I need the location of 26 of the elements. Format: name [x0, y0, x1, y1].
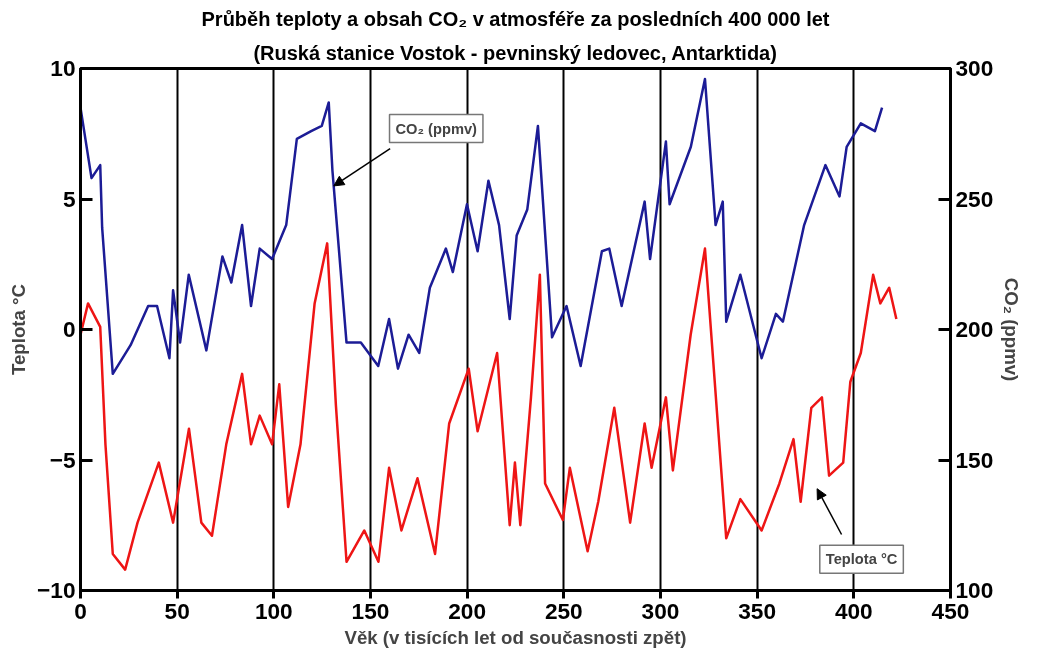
y2-tick-label: 150 — [955, 446, 994, 473]
y2-tick-label: 200 — [955, 316, 994, 342]
y-tick-label: 0 — [62, 316, 76, 342]
y2-tick-label: 300 — [955, 55, 994, 81]
line-series — [80, 77, 884, 376]
x-tick-label: 250 — [544, 597, 583, 624]
y-tick-label: 10 — [50, 55, 76, 81]
x-tick-label: 150 — [351, 597, 390, 624]
y2-tick-label: 250 — [955, 185, 994, 212]
x-axis-title: Věk (v tisících let od současnosti zpět) — [344, 626, 687, 648]
annotation: CO₂ (ppmv) — [395, 120, 478, 137]
annotation: Teplota °C — [825, 551, 898, 568]
y-tick-label: −5 — [49, 446, 76, 473]
y-tick-label: 5 — [62, 185, 76, 212]
chart-subtitle: (Ruská stanice Vostok - pevninský ledovec, Antarktida) — [253, 41, 777, 64]
y-tick-label: −10 — [37, 577, 76, 603]
line-series — [80, 242, 898, 571]
x-tick-label: 50 — [164, 597, 190, 624]
x-tick-label: 400 — [834, 597, 873, 624]
x-tick-label: 200 — [448, 597, 487, 624]
x-tick-label: 100 — [254, 597, 293, 624]
y-axis-title: Teplota °C — [8, 283, 30, 376]
chart-title: Průběh teploty a obsah CO₂ v atmosféře za posledních 400 000 let — [201, 7, 830, 30]
y2-axis-title: CO₂ (ppmv) — [1001, 277, 1023, 382]
x-tick-label: 300 — [641, 597, 680, 624]
x-tick-label: 350 — [738, 597, 777, 624]
